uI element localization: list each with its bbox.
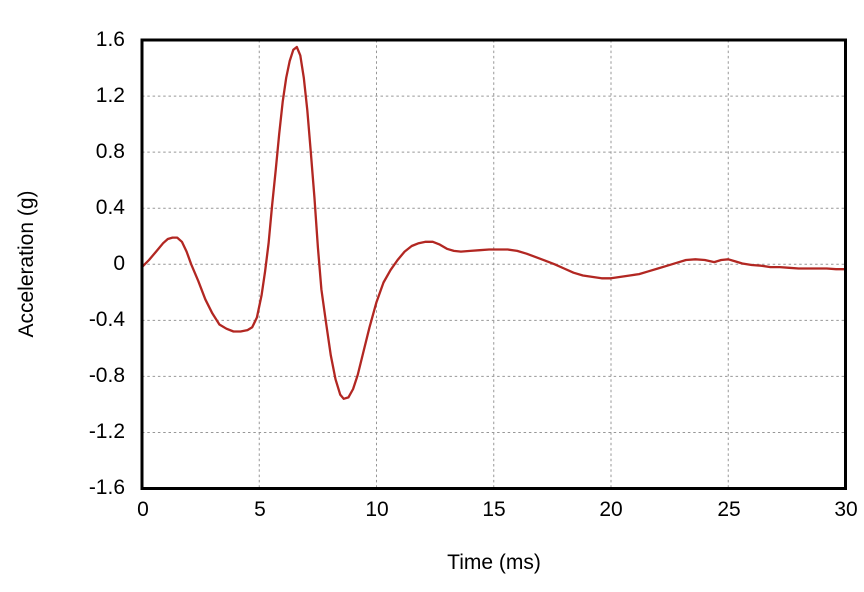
y-tick-label-1.2: 1.2 [95,84,125,107]
y-axis-label: Acceleration (g) [15,190,38,338]
y-tick-label--0.4: -0.4 [88,308,125,331]
y-tick-label--0.8: -0.8 [88,364,125,387]
y-tick-label-1.6: 1.6 [95,28,125,51]
x-tick-label-5: 5 [254,498,266,521]
x-tick-label-0: 0 [137,498,149,521]
y-tick-label-0.8: 0.8 [95,140,125,163]
x-tick-label-10: 10 [365,498,389,521]
plot-border [140,38,847,490]
x-tick-label-30: 30 [834,498,858,521]
x-tick-label-20: 20 [599,498,623,521]
x-tick-label-15: 15 [482,498,506,521]
data-curve-acceleration [140,45,847,400]
y-tick-label--1.2: -1.2 [88,420,125,443]
x-axis-label: Time (ms) [447,551,541,574]
y-tick-label-0.4: 0.4 [95,196,125,219]
y-tick-label-0: 0 [113,252,125,275]
y-tick-label--1.6: -1.6 [88,476,125,499]
x-tick-label-25: 25 [717,498,741,521]
